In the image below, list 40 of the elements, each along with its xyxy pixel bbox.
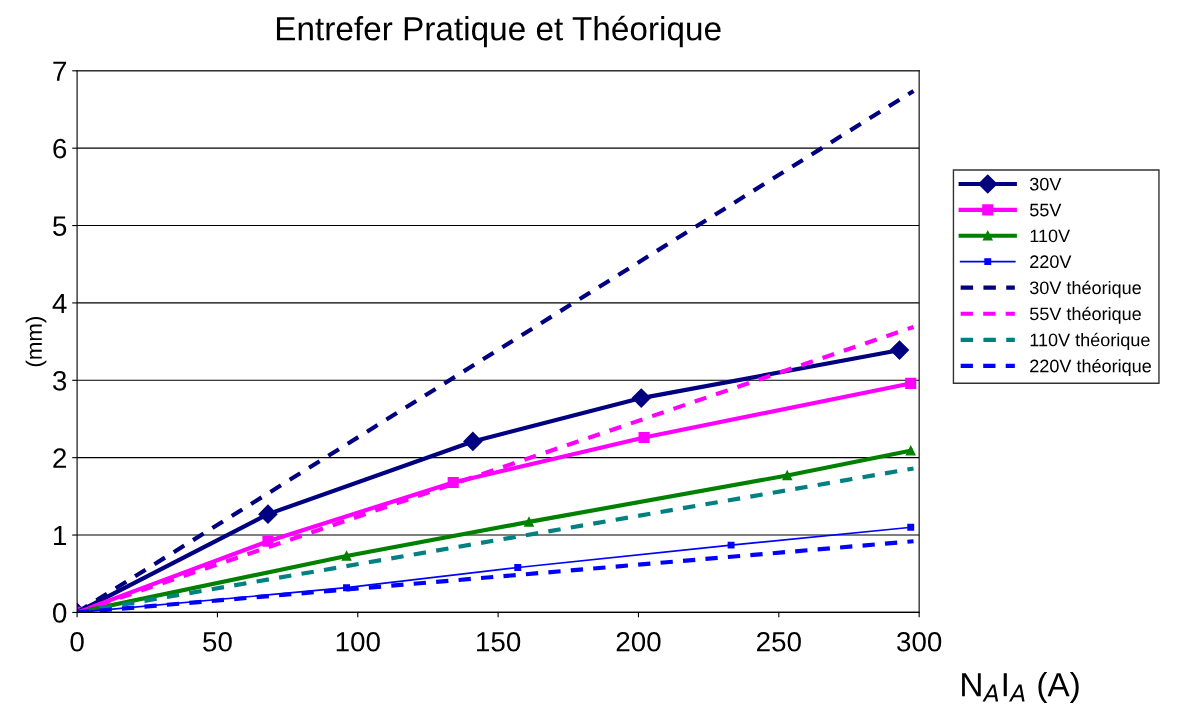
x-tick-label: 300 (897, 631, 942, 652)
legend-label: 55V (1030, 203, 1062, 217)
point (463, 431, 483, 451)
x-tick-label: 200 (616, 631, 661, 652)
legend-label: 110V (1030, 229, 1071, 243)
y-axis-title: (mm) (25, 317, 47, 367)
x-axis-title: N$_{A}$I$_{A}$ (A) (962, 672, 1079, 704)
point (514, 564, 522, 572)
x-tick-label: 250 (757, 631, 801, 652)
chart-title: Entrefer Pratique et Théorique (276, 15, 721, 48)
y-tick-label: 0 (53, 603, 67, 623)
y-tick-label: 3 (52, 370, 67, 391)
legend-label: 30V théorique (1029, 280, 1141, 298)
point (341, 551, 352, 561)
legend-label: 220V théorique (1030, 358, 1151, 376)
point (262, 535, 274, 547)
point (907, 523, 915, 531)
legend-label: 220V (1030, 255, 1072, 269)
point (258, 504, 278, 524)
x-tick-label: 100 (336, 631, 380, 652)
y-tick-label: 7 (53, 61, 66, 81)
x-tick-label: 150 (477, 631, 521, 652)
x-tick-label: 50 (203, 631, 232, 652)
point (631, 388, 651, 408)
point (638, 431, 650, 444)
x-tick-label: 0 (70, 631, 84, 652)
y-tick-label: 2 (53, 448, 66, 468)
point (905, 445, 916, 456)
legend-label: 110V théorique (1030, 332, 1150, 350)
point (524, 517, 534, 527)
point (782, 470, 793, 481)
legend-label: 30V (1029, 177, 1062, 191)
point (905, 377, 917, 389)
y-tick-label: 4 (52, 293, 67, 313)
y-tick-label: 6 (53, 138, 67, 159)
y-tick-label: 1 (54, 526, 67, 546)
point (889, 340, 910, 360)
point (727, 541, 735, 549)
legend-label: 55V théorique (1030, 306, 1141, 324)
y-tick-label: 5 (53, 216, 67, 236)
